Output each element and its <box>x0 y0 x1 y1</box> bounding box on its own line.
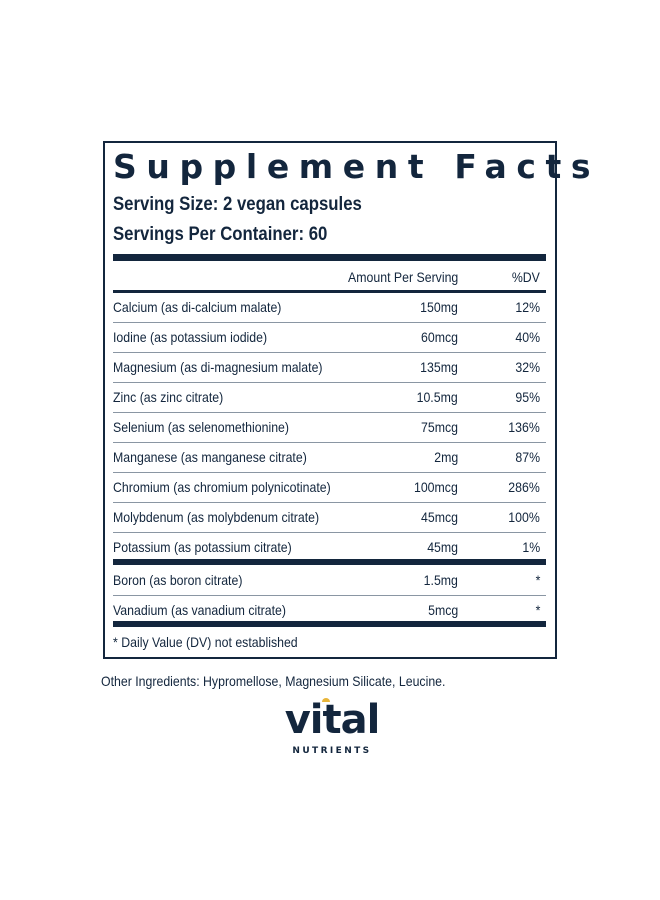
nutrient-dv: 95% <box>515 389 540 405</box>
row-divider <box>113 502 546 503</box>
row-divider <box>113 322 546 323</box>
divider <box>113 290 546 293</box>
table-row: Potassium (as potassium citrate) 45mg 1% <box>113 533 546 563</box>
nutrient-dv: 100% <box>508 509 540 525</box>
logo-word: vital <box>284 697 381 743</box>
nutrient-name: Iodine (as potassium iodide) <box>113 329 268 345</box>
nutrient-amount: 100mcg <box>414 479 458 495</box>
brand-logo: vital NUTRIENTS <box>272 698 392 762</box>
nutrient-amount: 45mg <box>427 539 458 555</box>
nutrient-amount: 2mg <box>434 449 458 465</box>
nutrient-dv: 32% <box>515 359 540 375</box>
nutrient-name: Molybdenum (as molybdenum citrate) <box>113 509 320 525</box>
logo-sub: NUTRIENTS <box>292 746 372 756</box>
nutrient-dv: * <box>535 602 540 618</box>
nutrient-dv: 286% <box>508 479 540 495</box>
table-row: Molybdenum (as molybdenum citrate) 45mcg 1… <box>113 503 546 533</box>
table-row: Zinc (as zinc citrate) 10.5mg 95% <box>113 383 546 413</box>
nutrient-dv: 136% <box>508 419 540 435</box>
nutrient-dv: 87% <box>515 449 540 465</box>
nutrient-dv: 40% <box>515 329 540 345</box>
nutrient-name: Potassium (as potassium citrate) <box>113 539 292 555</box>
nutrient-name: Magnesium (as di-magnesium malate) <box>113 359 323 375</box>
sun-icon <box>322 698 330 702</box>
nutrient-amount: 10.5mg <box>416 389 458 405</box>
row-divider <box>113 595 546 596</box>
row-divider <box>113 352 546 353</box>
table-row: Calcium (as di-calcium malate) 150mg 12% <box>113 293 546 323</box>
nutrient-name: Selenium (as selenomethionine) <box>113 419 289 435</box>
row-divider <box>113 382 546 383</box>
nutrient-dv: 1% <box>522 539 540 555</box>
table-row: Selenium (as selenomethionine) 75mcg 136% <box>113 413 546 443</box>
divider-thick <box>113 559 546 565</box>
servings-per-container: Servings Per Container: 60 <box>113 223 328 245</box>
nutrient-amount: 1.5mg <box>423 572 458 588</box>
nutrient-amount: 45mcg <box>421 509 458 525</box>
row-divider <box>113 442 546 443</box>
nutrient-name: Zinc (as zinc citrate) <box>113 389 224 405</box>
header-dv: %DV <box>511 269 540 285</box>
table-row: Magnesium (as di-magnesium malate) 135mg 3… <box>113 353 546 383</box>
table-header: Amount Per Serving %DV <box>113 263 546 293</box>
header-amount: Amount Per Serving <box>347 269 458 285</box>
row-divider <box>113 472 546 473</box>
nutrient-name: Manganese (as manganese citrate) <box>113 449 307 465</box>
nutrient-amount: 5mcg <box>427 602 458 618</box>
nutrient-amount: 60mcg <box>421 329 458 345</box>
panel-title: Supplement Facts <box>113 147 601 186</box>
nutrient-name: Chromium (as chromium polynicotinate) <box>113 479 331 495</box>
table-row: Vanadium (as vanadium citrate) 5mcg * <box>113 596 546 626</box>
serving-size: Serving Size: 2 vegan capsules <box>113 193 362 215</box>
table-row: Manganese (as manganese citrate) 2mg 87% <box>113 443 546 473</box>
nutrient-amount: 150mg <box>420 299 458 315</box>
table-row: Boron (as boron citrate) 1.5mg * <box>113 566 546 596</box>
nutrient-amount: 75mcg <box>421 419 458 435</box>
other-ingredients: Other Ingredients: Hypromellose, Magnesi… <box>101 673 446 689</box>
nutrient-name: Vanadium (as vanadium citrate) <box>113 602 287 618</box>
nutrient-dv: 12% <box>515 299 540 315</box>
row-divider <box>113 532 546 533</box>
table-row: Chromium (as chromium polynicotinate) 100… <box>113 473 546 503</box>
table-row: Iodine (as potassium iodide) 60mcg 40% <box>113 323 546 353</box>
nutrient-amount: 135mg <box>420 359 458 375</box>
nutrient-name: Boron (as boron citrate) <box>113 572 243 588</box>
footnote: * Daily Value (DV) not established <box>113 634 298 650</box>
divider-thick <box>113 254 546 261</box>
row-divider <box>113 412 546 413</box>
nutrient-name: Calcium (as di-calcium malate) <box>113 299 282 315</box>
nutrient-dv: * <box>535 572 540 588</box>
divider-thick <box>113 621 546 627</box>
supplement-facts-panel <box>103 141 557 659</box>
